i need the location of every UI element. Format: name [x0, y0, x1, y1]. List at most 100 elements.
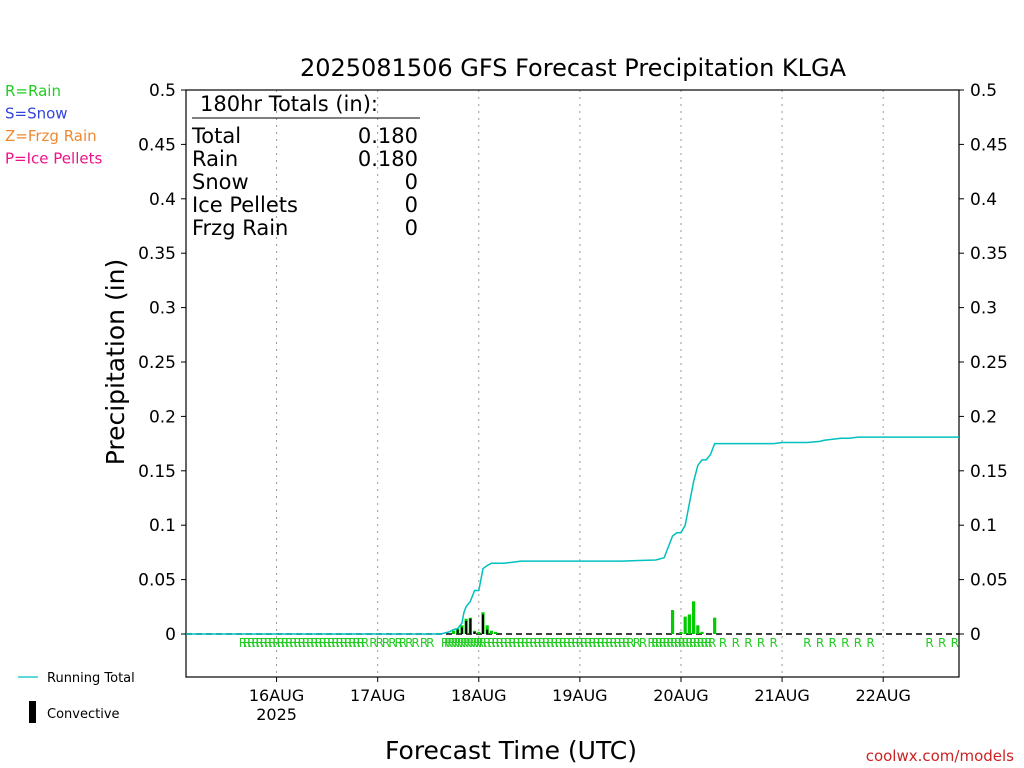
ptype-mark: R: [700, 636, 708, 650]
y-tick-label: 0.5: [970, 81, 997, 101]
ptype-mark: R: [323, 636, 331, 650]
rain-bar: [670, 610, 675, 634]
y-tick-label: 0.45: [138, 135, 176, 155]
ptype-mark: R: [633, 636, 641, 650]
ptype-mark: R: [450, 636, 458, 650]
ptype-mark: R: [542, 636, 550, 650]
y-axis-label: Precipitation (in): [101, 259, 130, 466]
ptype-mark: R: [496, 636, 504, 650]
ptype-mark: R: [508, 636, 516, 650]
ptype-mark: R: [441, 636, 449, 650]
ptype-mark: R: [674, 636, 682, 650]
totals-label: Frzg Rain: [192, 216, 288, 240]
ptype-legend-item: S=Snow: [5, 105, 68, 123]
ptype-mark: R: [426, 636, 434, 650]
ptype-mark: R: [563, 636, 571, 650]
ptype-mark: R: [336, 636, 344, 650]
plot-frame: [185, 89, 960, 678]
ptype-mark: R: [744, 636, 752, 650]
ptype-mark: R: [344, 636, 352, 650]
ptype-mark: R: [639, 636, 647, 650]
rain-bar: [451, 630, 456, 634]
ptype-mark: R: [757, 636, 765, 650]
ptype-mark: R: [243, 636, 251, 650]
ptype-mark: R: [310, 636, 318, 650]
ptype-mark: R: [550, 636, 558, 650]
ptype-mark: R: [681, 636, 689, 650]
ptype-mark: R: [285, 636, 293, 650]
ptype-mark: R: [534, 636, 542, 650]
ptype-mark: R: [500, 636, 508, 650]
ptype-mark: R: [584, 636, 592, 650]
ptype-mark: R: [622, 636, 630, 650]
rain-bar: [700, 631, 704, 634]
totals-label: Ice Pellets: [192, 193, 298, 217]
ptype-mark: R: [460, 636, 468, 650]
ptype-mark: R: [352, 636, 360, 650]
legend-convective-label: Convective: [47, 707, 120, 722]
ptype-mark: R: [593, 636, 601, 650]
y-tick-label: 0.1: [970, 516, 997, 536]
ptype-mark: R: [647, 636, 655, 650]
ptype-mark: R: [655, 636, 663, 650]
totals-label: Rain: [192, 147, 238, 171]
y-tick-label: 0.2: [970, 407, 997, 427]
ptype-mark: R: [816, 636, 824, 650]
ptype-mark: R: [555, 636, 563, 650]
totals-box: 180hr Totals (in): Total 0.180 Rain 0.180 Sn…: [191, 92, 420, 240]
ptype-mark: R: [609, 636, 617, 650]
grid-lines: [276, 90, 884, 677]
ptype-mark: R: [247, 636, 255, 650]
ptype-mark: R: [472, 636, 480, 650]
rain-bar: [687, 614, 691, 634]
ptype-mark: R: [951, 636, 959, 650]
ptype-mark: R: [525, 636, 533, 650]
ptype-mark: R: [272, 636, 280, 650]
x-tick-label: 21AUG: [754, 686, 809, 705]
ptype-mark: R: [411, 636, 419, 650]
totals-value: 0: [405, 170, 418, 194]
y-tick-label: 0.4: [970, 190, 997, 210]
ptype-mark: R: [662, 636, 670, 650]
convective-bar: [486, 629, 489, 634]
ptype-mark: R: [601, 636, 609, 650]
ptype-mark: R: [469, 636, 477, 650]
ptype-mark: R: [306, 636, 314, 650]
ptype-mark: R: [670, 636, 678, 650]
ptype-mark: R: [277, 636, 285, 650]
x-tick-label: 22AUG: [855, 686, 910, 705]
rain-bar: [683, 616, 687, 634]
ptype-mark: R: [559, 636, 567, 650]
totals-value: 0.180: [358, 147, 418, 171]
ptype-mark: R: [260, 636, 268, 650]
y-tick-label: 0.2: [149, 407, 176, 427]
convective-bar: [460, 627, 463, 634]
totals-value: 0: [405, 193, 418, 217]
ptype-mark: R: [828, 636, 836, 650]
ptype-mark: R: [369, 636, 377, 650]
ptype-mark: R: [327, 636, 335, 650]
ptype-mark: R: [521, 636, 529, 650]
y-tick-label: 0.35: [138, 244, 176, 264]
rain-bar: [696, 625, 700, 634]
ptype-mark: R: [504, 636, 512, 650]
x-tick-sublabel: 2025: [256, 705, 297, 724]
ptype-mark: R: [529, 636, 537, 650]
ptype-mark: R: [388, 636, 396, 650]
y-tick-label: 0: [970, 625, 981, 645]
ptype-mark: R: [588, 636, 596, 650]
ptype-legend-item: R=Rain: [5, 82, 61, 100]
ptype-mark: R: [479, 636, 487, 650]
ptype-mark: R: [685, 636, 693, 650]
ptype-mark: R: [399, 636, 407, 650]
ptype-mark: R: [732, 636, 740, 650]
ptype-mark: R: [405, 636, 413, 650]
x-tick-label: 17AUG: [350, 686, 405, 705]
ptype-mark: R: [666, 636, 674, 650]
totals-label: Snow: [192, 170, 249, 194]
totals-value: 0.180: [358, 124, 418, 148]
ptype-mark: R: [697, 636, 705, 650]
ptype-mark: R: [517, 636, 525, 650]
ptype-mark: R: [298, 636, 306, 650]
